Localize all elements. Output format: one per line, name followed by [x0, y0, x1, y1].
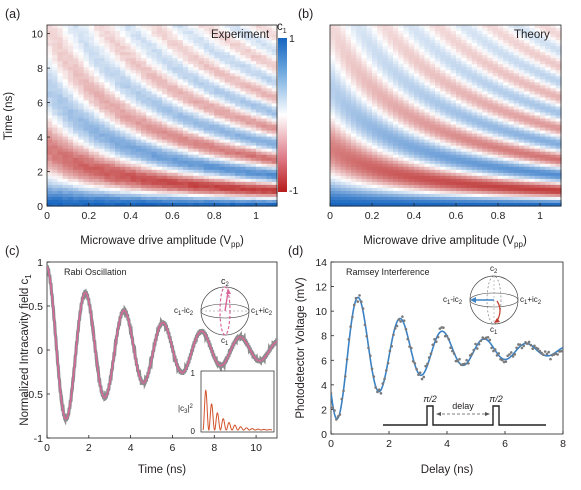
heatmap-a-title: Experiment	[211, 29, 270, 41]
y-tick-label: 8	[37, 63, 43, 75]
heatmap-a-cells	[47, 25, 278, 207]
x-tick-label: 0.4	[123, 210, 138, 222]
x-tick-label: 0.6	[165, 210, 180, 222]
heatmap-a-y-axis-label: Time (ns)	[3, 92, 15, 140]
x-tick-label: 0.8	[207, 210, 222, 222]
x-tick-label: 0.2	[82, 210, 97, 222]
y-tick-label: 2	[37, 167, 43, 179]
x-tick-label: 1	[253, 210, 259, 222]
y-tick-label: 10	[31, 29, 43, 41]
y-tick-label: 4	[37, 132, 43, 144]
colorbar-label: c1	[277, 21, 287, 35]
panel-b-label: (b)	[298, 7, 313, 21]
panel-a-heatmap: (a) Experiment 0 0.2 0.4 0.6 0.8 1 0 2 4 6 8 10 Mi…	[3, 7, 278, 249]
heatmap-b-cells	[330, 25, 562, 207]
panel-a-label: (a)	[5, 7, 20, 21]
y-tick-label: 6	[37, 98, 43, 110]
heatmap-a-x-axis-label: Microwave drive amplitude (Vpp)	[80, 235, 244, 249]
colorbar-gradient	[278, 38, 287, 192]
y-tick-label: 0	[37, 201, 43, 213]
colorbar-min-label: -1	[289, 185, 298, 197]
colorbar-max-label: 1	[289, 33, 295, 45]
colorbar: c1 1 -1	[277, 21, 298, 197]
x-tick-label: 0	[44, 210, 50, 222]
